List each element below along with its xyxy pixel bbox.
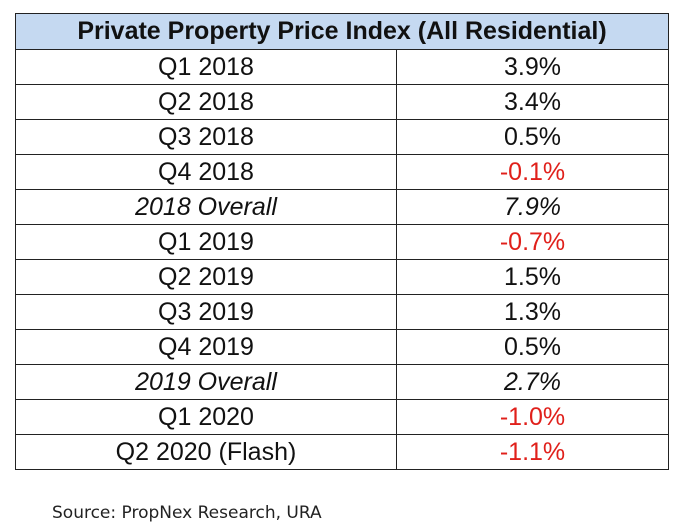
- change-cell: 3.9%: [396, 49, 669, 85]
- table-row: Q3 2018 0.5%: [15, 119, 669, 155]
- table-row: Q2 2020 (Flash) -1.1%: [15, 434, 669, 470]
- change-cell: -0.1%: [396, 154, 669, 190]
- period-cell: Q1 2019: [15, 224, 397, 260]
- period-cell: 2018 Overall: [15, 189, 397, 225]
- table-row: Q4 2019 0.5%: [15, 329, 669, 365]
- table-row: 2019 Overall 2.7%: [15, 364, 669, 400]
- table-row: Q1 2019 -0.7%: [15, 224, 669, 260]
- price-index-table: Private Property Price Index (All Reside…: [15, 13, 669, 470]
- table-row: 2018 Overall 7.9%: [15, 189, 669, 225]
- period-cell: Q2 2020 (Flash): [15, 434, 397, 470]
- table-row: Q2 2019 1.5%: [15, 259, 669, 295]
- period-cell: Q2 2019: [15, 259, 397, 295]
- change-cell: 1.3%: [396, 294, 669, 330]
- change-cell: -1.1%: [396, 434, 669, 470]
- period-cell: 2019 Overall: [15, 364, 397, 400]
- table-row: Q2 2018 3.4%: [15, 84, 669, 120]
- change-cell: 0.5%: [396, 329, 669, 365]
- change-cell: 0.5%: [396, 119, 669, 155]
- period-cell: Q4 2018: [15, 154, 397, 190]
- change-cell: 1.5%: [396, 259, 669, 295]
- change-cell: -0.7%: [396, 224, 669, 260]
- table-title: Private Property Price Index (All Reside…: [15, 13, 669, 50]
- source-note: Source: PropNex Research, URA: [52, 503, 322, 523]
- table-row: Q3 2019 1.3%: [15, 294, 669, 330]
- period-cell: Q2 2018: [15, 84, 397, 120]
- table-row: Q4 2018 -0.1%: [15, 154, 669, 190]
- period-cell: Q4 2019: [15, 329, 397, 365]
- change-cell: 2.7%: [396, 364, 669, 400]
- table-row: Q1 2018 3.9%: [15, 49, 669, 85]
- change-cell: 7.9%: [396, 189, 669, 225]
- period-cell: Q3 2019: [15, 294, 397, 330]
- period-cell: Q1 2020: [15, 399, 397, 435]
- table-row: Q1 2020 -1.0%: [15, 399, 669, 435]
- change-cell: -1.0%: [396, 399, 669, 435]
- period-cell: Q1 2018: [15, 49, 397, 85]
- change-cell: 3.4%: [396, 84, 669, 120]
- period-cell: Q3 2018: [15, 119, 397, 155]
